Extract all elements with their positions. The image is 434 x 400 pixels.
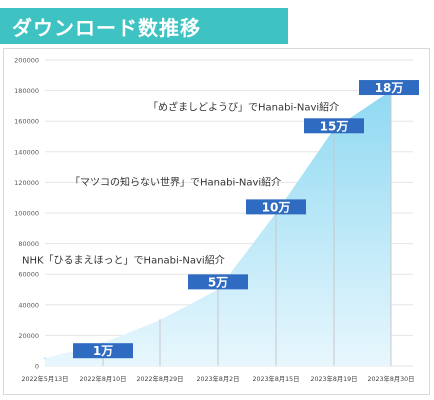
x-tick-label: 2022年8月29日 [137,374,184,383]
page-title: ダウンロード数推移 [12,16,201,40]
event-annotation: NHK「ひるまえほっと」でHanabi-Navi紹介 [22,253,225,266]
y-tick-label: 0 [35,363,39,371]
milestone-badge: 15万 [304,118,364,134]
event-annotation: 「めざましどようび」でHanabi-Navi紹介 [148,100,339,113]
milestone-badge-bg [73,343,133,359]
milestone-badge-label: 15万 [320,119,349,133]
milestone-badge: 18万 [359,80,419,96]
y-tick-label: 180000 [14,87,39,95]
milestone-badge-label: 10万 [262,200,291,214]
milestone-badge-bg [246,199,306,215]
y-tick-label: 80000 [18,240,39,248]
x-tick-label: 2022年5月13日 [22,374,69,383]
x-tick-label: 2023年8月19日 [311,374,358,383]
chart-panel [3,48,430,395]
y-tick-label: 120000 [14,179,39,187]
x-tick-label: 2023年8月15日 [253,374,300,383]
milestone-badge: 1万 [73,343,133,359]
milestone-badge-bg [359,80,419,96]
y-tick-label: 160000 [14,118,39,126]
milestone-badge-bg [304,118,364,134]
x-tick-label: 2023年8月2日 [197,374,240,383]
event-annotation: 「マツコの知らない世界」でHanabi-Navi紹介 [70,175,281,188]
y-tick-label: 200000 [14,57,39,65]
y-tick-label: 100000 [14,210,39,218]
y-tick-label: 60000 [18,271,39,279]
milestone-badge: 5万 [188,274,248,290]
milestone-badge-label: 18万 [375,81,404,95]
y-tick-label: 20000 [18,332,39,340]
milestone-badge: 10万 [246,199,306,215]
y-tick-label: 40000 [18,301,39,309]
milestone-badge-bg [188,274,248,290]
data-point [44,357,46,360]
milestone-badge-label: 1万 [93,344,113,358]
title-banner: ダウンロード数推移 [0,8,288,44]
x-tick-label: 2022年8月10日 [80,374,127,383]
milestone-badge-label: 5万 [208,275,228,289]
x-tick-label: 2023年8月30日 [368,374,415,383]
area-series [45,90,391,366]
y-tick-label: 140000 [14,148,39,156]
